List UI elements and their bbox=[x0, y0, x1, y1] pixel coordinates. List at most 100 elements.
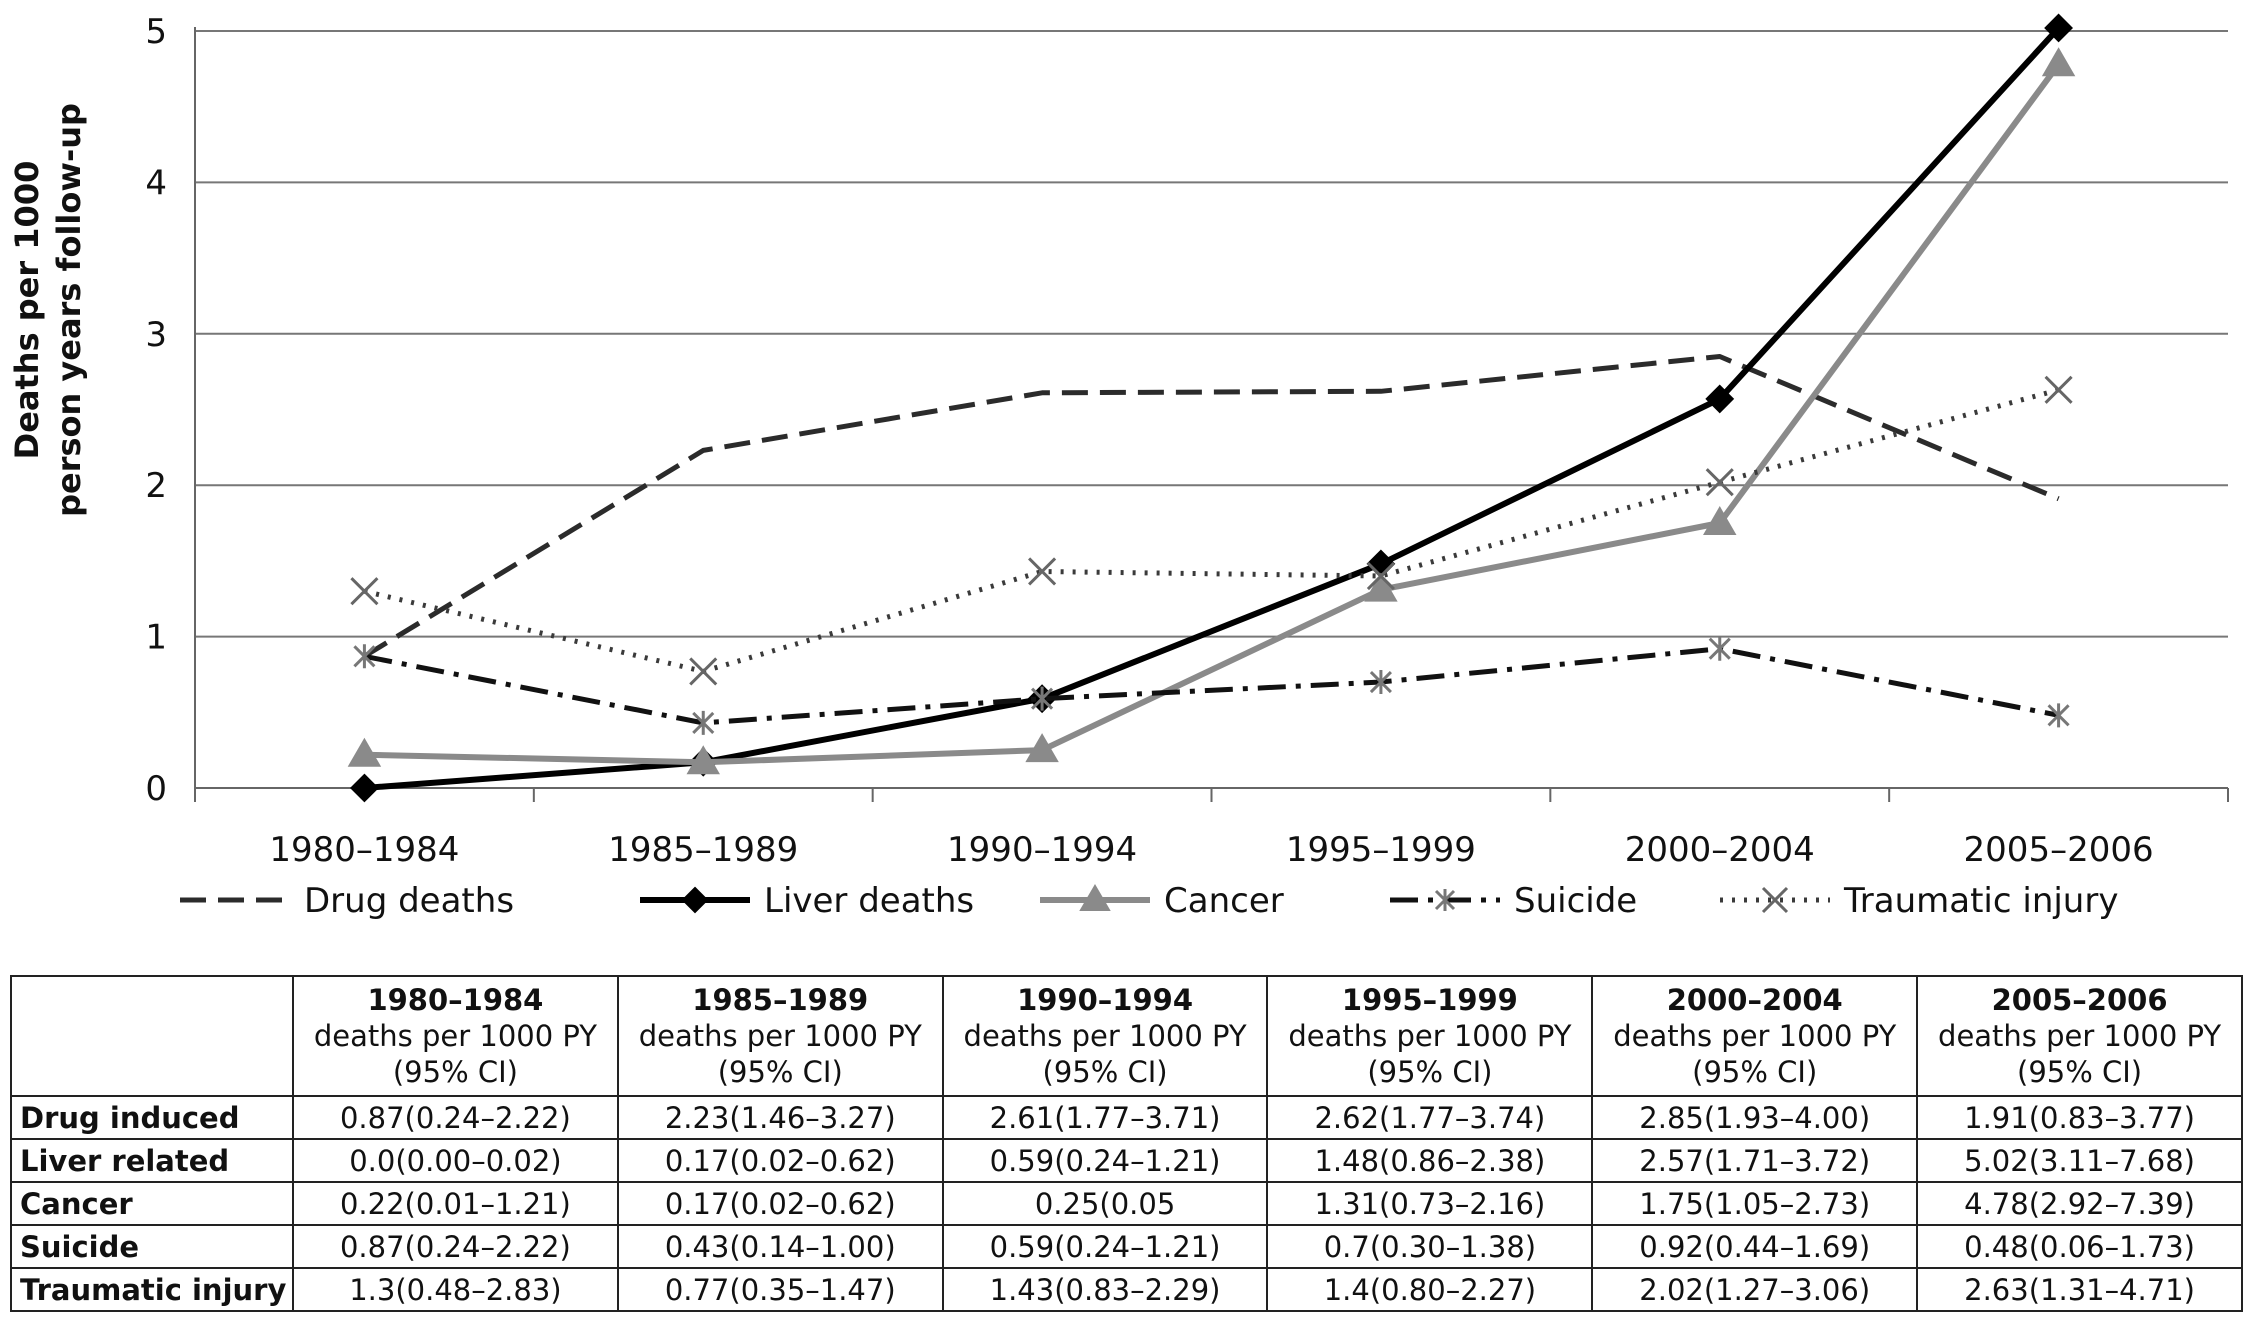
table-cell: 1.48(0.86–2.38) bbox=[1266, 1138, 1594, 1183]
table-cell: 0.17(0.02–0.62) bbox=[616, 1181, 944, 1226]
data-point-asterisk bbox=[1708, 636, 1731, 661]
table-row: Liver related 0.0(0.00–0.02) 0.17(0.02–0… bbox=[10, 1138, 2243, 1183]
header-ci: (95% CI) bbox=[2017, 1055, 2143, 1089]
data-point-x bbox=[1028, 557, 1057, 586]
table-cell: 0.25(0.05 bbox=[941, 1181, 1269, 1226]
table-cell: 4.78(2.92–7.39) bbox=[1916, 1181, 2243, 1226]
table-cell: 1.75(1.05–2.73) bbox=[1591, 1181, 1919, 1226]
table-row: Suicide 0.87(0.24–2.22) 0.43(0.14–1.00) … bbox=[10, 1224, 2243, 1269]
table-cell: 2.57(1.71–3.72) bbox=[1591, 1138, 1919, 1183]
data-point-triangle bbox=[1364, 572, 1398, 602]
y-tick-label: 3 bbox=[145, 315, 167, 355]
row-label: Traumatic injury bbox=[10, 1267, 294, 1312]
table-row: Traumatic injury 1.3(0.48–2.83) 0.77(0.3… bbox=[10, 1267, 2243, 1312]
data-point-x bbox=[1366, 561, 1395, 591]
data-point-triangle bbox=[2041, 47, 2076, 77]
table-cell: 2.23(1.46–3.27) bbox=[616, 1095, 944, 1140]
y-tick-label: 4 bbox=[145, 163, 167, 203]
legend-label: Suicide bbox=[1514, 881, 1637, 921]
y-tick-label: 1 bbox=[145, 618, 167, 658]
legend-label: Drug deaths bbox=[304, 881, 514, 921]
x-tick-label: 1985–1989 bbox=[608, 830, 798, 870]
axes: 0 1 2 3 4 5 1980–1984 1985–1989 1990–1994 1995–19… bbox=[145, 12, 2229, 870]
x-tick-label: 2005–2006 bbox=[1964, 830, 2154, 870]
table-cell: 0.17(0.02–0.62) bbox=[616, 1138, 944, 1183]
data-table: 1980–1984 deaths per 1000 PY (95% CI) 19… bbox=[10, 975, 2243, 1312]
table-header-cell: 1995–1999 deaths per 1000 PY (95% CI) bbox=[1266, 975, 1594, 1097]
data-point-x bbox=[689, 657, 718, 686]
data-point-x bbox=[350, 577, 379, 606]
row-label: Liver related bbox=[10, 1138, 294, 1183]
row-label: Drug induced bbox=[10, 1095, 294, 1140]
data-point-x bbox=[2044, 375, 2073, 404]
table-cell: 5.02(3.11–7.68) bbox=[1916, 1138, 2243, 1183]
y-axis-label-line1: Deaths per 1000 bbox=[8, 161, 46, 460]
data-point-asterisk bbox=[1434, 889, 1456, 911]
gridlines bbox=[195, 30, 2228, 638]
table-header-cell: 1985–1989 deaths per 1000 PY (95% CI) bbox=[616, 975, 944, 1097]
table-cell: 2.62(1.77–3.74) bbox=[1266, 1095, 1594, 1140]
x-tick-label: 1995–1999 bbox=[1286, 830, 1476, 870]
x-tick-label: 1980–1984 bbox=[269, 830, 459, 870]
header-ci: (95% CI) bbox=[1367, 1055, 1493, 1089]
data-point-asterisk bbox=[692, 710, 715, 735]
data-point-triangle bbox=[1703, 506, 1737, 536]
data-point-diamond bbox=[681, 886, 709, 914]
table-cell: 2.63(1.31–4.71) bbox=[1916, 1267, 2243, 1312]
table-cell: 1.4(0.80–2.27) bbox=[1266, 1267, 1594, 1312]
legend: Drug deaths Liver deaths Cancer Suicide Trau… bbox=[180, 881, 2118, 921]
series-line bbox=[363, 646, 2060, 726]
table-cell: 1.91(0.83–3.77) bbox=[1916, 1095, 2243, 1140]
legend-label: Traumatic injury bbox=[1843, 881, 2118, 921]
table-row: Cancer 0.22(0.01–1.21) 0.17(0.02–0.62) 0… bbox=[10, 1181, 2243, 1226]
series-line bbox=[363, 354, 2060, 659]
table-cell: 2.02(1.27–3.06) bbox=[1591, 1267, 1919, 1312]
header-unit: deaths per 1000 PY bbox=[313, 1019, 597, 1053]
table-corner-cell bbox=[10, 975, 294, 1097]
data-point-asterisk bbox=[1031, 686, 1054, 711]
table-cell: 0.48(0.06–1.73) bbox=[1916, 1224, 2243, 1269]
data-point-triangle bbox=[347, 737, 382, 767]
header-period: 1995–1999 bbox=[1341, 983, 1518, 1017]
table-cell: 2.85(1.93–4.00) bbox=[1591, 1095, 1919, 1140]
header-ci: (95% CI) bbox=[717, 1055, 843, 1089]
table-header-cell: 2000–2004 deaths per 1000 PY (95% CI) bbox=[1591, 975, 1919, 1097]
header-ci: (95% CI) bbox=[392, 1055, 518, 1089]
x-tick-label: 1990–1994 bbox=[947, 830, 1137, 870]
table-cell: 0.43(0.14–1.00) bbox=[616, 1224, 944, 1269]
row-label: Cancer bbox=[10, 1181, 294, 1226]
header-period: 2000–2004 bbox=[1666, 983, 1843, 1017]
y-tick-label: 5 bbox=[145, 12, 167, 52]
table-cell: 0.22(0.01–1.21) bbox=[292, 1181, 619, 1226]
y-tick-label: 0 bbox=[145, 769, 167, 809]
table-header-row: 1980–1984 deaths per 1000 PY (95% CI) 19… bbox=[10, 975, 2243, 1097]
table-cell: 0.87(0.24–2.22) bbox=[292, 1224, 619, 1269]
legend-label: Liver deaths bbox=[764, 881, 974, 921]
table-cell: 1.43(0.83–2.29) bbox=[941, 1267, 1269, 1312]
table-header-cell: 1980–1984 deaths per 1000 PY (95% CI) bbox=[292, 975, 619, 1097]
header-unit: deaths per 1000 PY bbox=[1938, 1019, 2222, 1053]
data-point-x bbox=[1761, 886, 1789, 914]
header-period: 1990–1994 bbox=[1017, 983, 1194, 1017]
header-unit: deaths per 1000 PY bbox=[963, 1019, 1247, 1053]
series-lines bbox=[347, 13, 2076, 803]
table-cell: 0.59(0.24–1.21) bbox=[941, 1224, 1269, 1269]
data-point-asterisk bbox=[1369, 670, 1392, 695]
y-tick-label: 2 bbox=[145, 466, 167, 506]
header-unit: deaths per 1000 PY bbox=[1288, 1019, 1572, 1053]
data-point-asterisk bbox=[353, 644, 376, 669]
data-point-diamond bbox=[1705, 384, 1735, 414]
table-cell: 1.31(0.73–2.16) bbox=[1266, 1181, 1594, 1226]
header-period: 2005–2006 bbox=[1991, 983, 2168, 1017]
data-point-triangle bbox=[686, 745, 720, 775]
table-row: Drug induced 0.87(0.24–2.22) 2.23(1.46–3… bbox=[10, 1095, 2243, 1140]
header-period: 1985–1989 bbox=[692, 983, 869, 1017]
table-cell: 0.7(0.30–1.38) bbox=[1266, 1224, 1594, 1269]
x-tick-label: 2000–2004 bbox=[1625, 830, 1815, 870]
table-header-cell: 2005–2006 deaths per 1000 PY (95% CI) bbox=[1916, 975, 2243, 1097]
header-ci: (95% CI) bbox=[1042, 1055, 1168, 1089]
table-cell: 0.87(0.24–2.22) bbox=[292, 1095, 619, 1140]
row-label: Suicide bbox=[10, 1224, 294, 1269]
table-cell: 2.61(1.77–3.71) bbox=[941, 1095, 1269, 1140]
table-header-cell: 1990–1994 deaths per 1000 PY (95% CI) bbox=[941, 975, 1269, 1097]
